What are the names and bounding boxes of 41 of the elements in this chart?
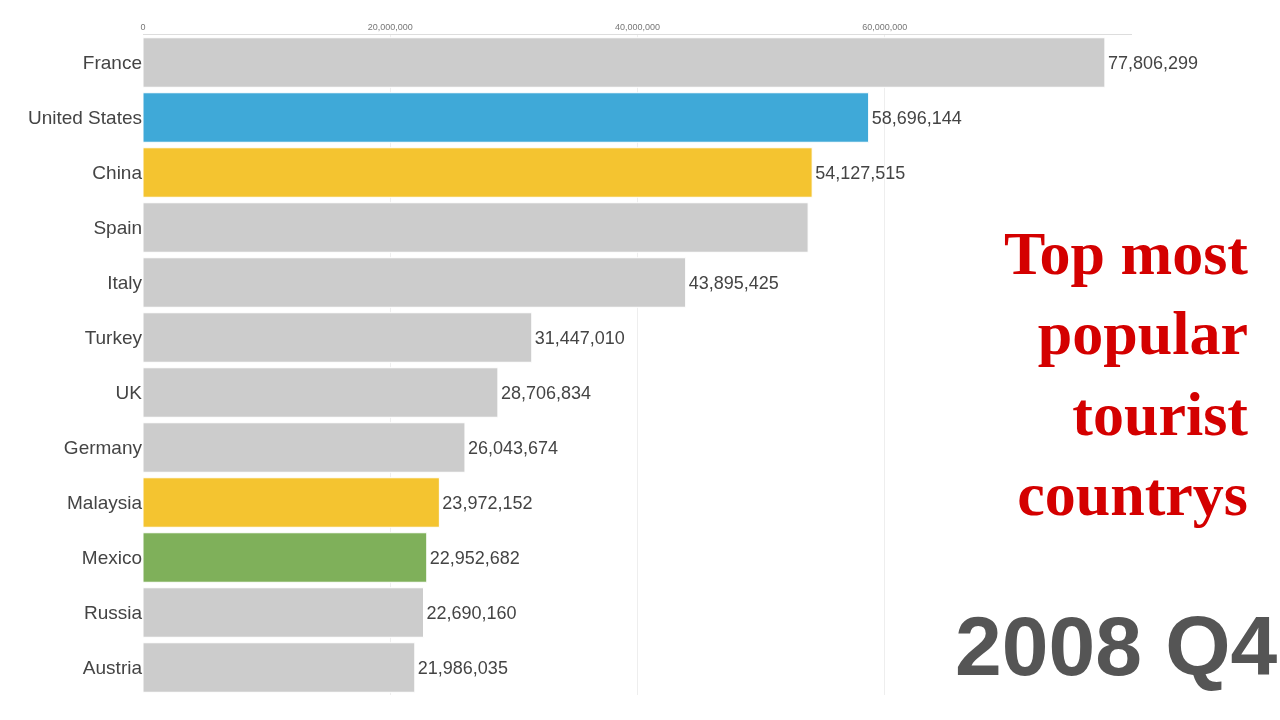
y-tick-label: Malaysia	[67, 492, 143, 514]
bar	[143, 202, 809, 253]
y-tick-label: Turkey	[84, 327, 143, 349]
bar	[143, 587, 425, 638]
y-tick-label: Austria	[82, 657, 143, 679]
x-tick-label: 0	[140, 22, 146, 33]
data-label: 22,690,160	[426, 602, 517, 623]
data-label: 28,706,834	[500, 382, 591, 403]
bar	[143, 642, 416, 693]
y-tick-label: Germany	[63, 437, 143, 459]
data-label: 23,972,152	[442, 492, 533, 513]
bar	[143, 532, 428, 583]
bar	[143, 312, 533, 363]
x-tick-label: 60,000,000	[862, 22, 908, 33]
data-label: 21,986,035	[417, 657, 508, 678]
data-label: 43,895,425	[688, 272, 779, 293]
y-tick-label: Italy	[107, 272, 143, 294]
annotation: 2008 Q4	[955, 599, 1278, 693]
data-label: 31,447,010	[534, 327, 625, 348]
y-tick-label: Mexico	[81, 547, 142, 569]
data-label: 58,696,144	[871, 107, 962, 128]
bar	[143, 367, 499, 418]
bar	[143, 37, 1106, 88]
bar	[143, 92, 870, 143]
bar	[143, 477, 440, 528]
x-tick-label: 40,000,000	[614, 22, 661, 33]
y-tick-label: UK	[115, 382, 143, 404]
data-label: 22,952,682	[429, 547, 520, 568]
y-tick-label: United States	[27, 107, 142, 129]
y-tick-label: France	[82, 52, 142, 74]
data-label: 77,806,299	[1107, 52, 1198, 73]
y-tick-label: China	[92, 162, 143, 184]
y-tick-label: Russia	[83, 602, 143, 624]
bar	[143, 257, 687, 308]
x-tick-label: 20,000,000	[367, 22, 413, 33]
y-tick-label: Spain	[93, 217, 142, 239]
text: Top most popular tourist countrys	[1003, 218, 1249, 529]
bar	[143, 147, 813, 198]
data-label: 26,043,674	[467, 437, 559, 458]
bar	[143, 422, 466, 473]
data-label: 54,127,515	[815, 162, 906, 183]
